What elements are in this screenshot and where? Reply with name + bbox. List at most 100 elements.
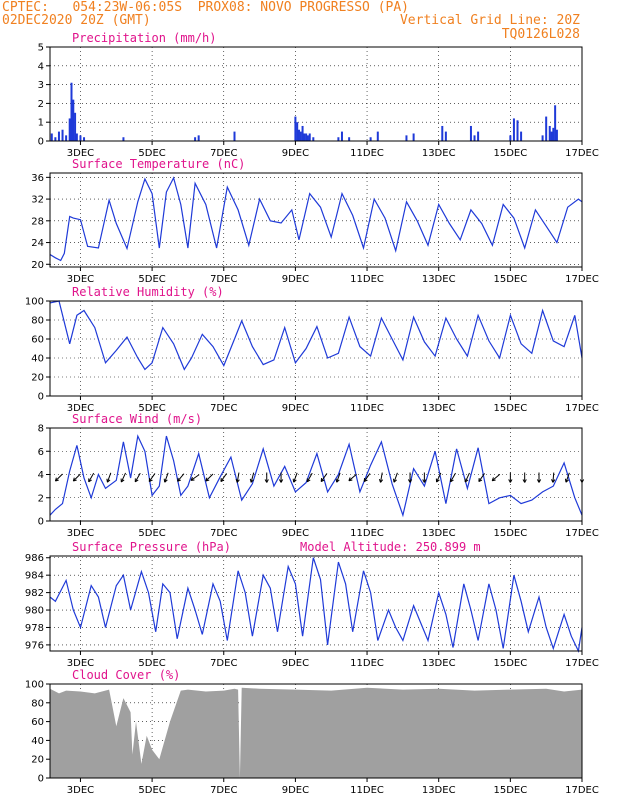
precip-bar (541, 135, 544, 141)
precip-bar (348, 137, 351, 141)
precip-bar (520, 131, 523, 141)
header-run: 02DEC2020 20Z (GMT) (2, 13, 151, 28)
y-tick-label: 0 (38, 517, 44, 528)
precip-bar (194, 137, 197, 141)
wind-arrow (564, 472, 570, 483)
x-tick-label: 11DEC (350, 528, 384, 539)
precip-bar (305, 133, 308, 141)
wind-arrow (54, 473, 63, 482)
x-tick-label: 7DEC (210, 528, 237, 539)
panel-4: 0 2 4 6 8 3DEC 5DEC 7DEC 9DEC 11DEC 13DEC 15DEC 17DE… (38, 412, 599, 539)
x-tick-label: 7DEC (210, 785, 237, 796)
precip-bar (337, 137, 340, 141)
y-tick-label: 40 (31, 354, 44, 365)
wind-arrow (235, 472, 240, 483)
wind-arrow (363, 473, 371, 483)
wind-arrow (551, 472, 556, 483)
wind-arrow (205, 473, 214, 482)
panel-title: Surface Wind (m/s) (72, 412, 202, 426)
y-tick-label: 80 (31, 698, 44, 709)
wind-arrow (177, 473, 185, 482)
wind-arrow (536, 472, 542, 483)
header-grid-note: Vertical Grid Line: 20Z (399, 13, 580, 28)
precip-bar (79, 135, 82, 141)
y-tick-label: 60 (31, 717, 44, 728)
wind-arrow (508, 472, 513, 483)
series-line-3 (49, 300, 583, 371)
y-tick-label: 32 (31, 195, 44, 206)
wind-arrow (320, 473, 328, 483)
wind-arrow (88, 472, 95, 483)
precip-bar (550, 131, 553, 141)
x-tick-label: 7DEC (210, 274, 237, 285)
precip-bar (61, 129, 64, 141)
y-tick-label: 976 (25, 640, 44, 651)
precip-bar (308, 133, 311, 141)
x-tick-label: 7DEC (210, 403, 237, 414)
x-tick-label: 7DEC (210, 148, 237, 159)
wind-arrow (148, 473, 156, 483)
wind-arrow (478, 473, 485, 483)
precip-bar (548, 125, 551, 141)
panel-annotation: Model Altitude: 250.899 m (300, 540, 481, 554)
y-tick-label: 20 (31, 260, 44, 271)
wind-arrow (306, 472, 313, 483)
wind-arrow (522, 472, 527, 483)
panel-frame (49, 300, 583, 397)
series-line-4 (49, 434, 583, 518)
precip-bar (197, 135, 200, 141)
panel-title: Cloud Cover (%) (72, 668, 180, 682)
precip-bar (340, 131, 343, 141)
panel-title: Precipitation (mm/h) (72, 31, 217, 45)
x-tick-label: 5DEC (138, 274, 165, 285)
precip-bar (444, 131, 447, 141)
x-tick-label: 5DEC (138, 528, 165, 539)
precip-bar (74, 112, 77, 141)
wind-arrow (450, 472, 456, 483)
x-tick-label: 11DEC (350, 785, 384, 796)
y-tick-label: 980 (25, 606, 44, 617)
y-tick-label: 60 (31, 335, 44, 346)
y-tick-label: 5 (38, 43, 44, 54)
y-tick-label: 978 (25, 623, 44, 634)
panel-title: Relative Humidity (%) (72, 285, 224, 299)
panel-3: 0 20 40 60 80 100 3DEC 5DEC 7DEC 9DEC 11DEC 13DEC 15… (25, 285, 599, 414)
x-tick-label: 9DEC (282, 274, 309, 285)
wind-arrow (72, 473, 81, 482)
x-tick-label: 5DEC (138, 148, 165, 159)
panel-frame (49, 46, 583, 142)
precip-bar (477, 131, 480, 141)
x-tick-label: 3DEC (67, 528, 94, 539)
y-tick-label: 28 (31, 216, 44, 227)
x-tick-label: 3DEC (67, 785, 94, 796)
y-tick-label: 24 (31, 238, 44, 249)
x-tick-label: 17DEC (565, 274, 599, 285)
precip-bar (50, 133, 53, 141)
header-station: PROX08: NOVO PROGRESSO (PA) (197, 0, 410, 15)
precip-bar (405, 135, 408, 141)
panel-2: 20 24 28 32 36 3DEC 5DEC 7DEC 9DEC 11DEC 13DEC 15DE… (31, 157, 599, 285)
panel-6: 0 20 40 60 80 100 3DEC 5DEC 7DEC 9DEC 11DEC 13DEC 15… (25, 668, 599, 796)
y-tick-label: 100 (25, 297, 44, 308)
x-tick-label: 13DEC (422, 658, 456, 669)
wind-arrow (190, 474, 200, 481)
y-tick-label: 3 (38, 80, 44, 91)
y-tick-label: 1 (38, 118, 44, 129)
y-tick-label: 2 (38, 99, 44, 110)
x-tick-label: 9DEC (282, 785, 309, 796)
panel-title: Surface Temperature (nC) (72, 157, 245, 171)
y-tick-label: 0 (38, 137, 44, 148)
wind-arrow (264, 472, 269, 483)
x-tick-label: 9DEC (282, 528, 309, 539)
precip-bar (509, 135, 512, 141)
x-tick-label: 15DEC (493, 528, 527, 539)
wind-arrow (491, 473, 501, 482)
x-tick-label: 15DEC (493, 658, 527, 669)
x-tick-label: 13DEC (422, 148, 456, 159)
y-tick-label: 40 (31, 736, 44, 747)
wind-arrow (435, 472, 442, 483)
wind-arrow (278, 472, 284, 483)
precip-bar (441, 125, 444, 141)
y-tick-label: 36 (31, 173, 44, 184)
wind-arrow (422, 472, 427, 483)
